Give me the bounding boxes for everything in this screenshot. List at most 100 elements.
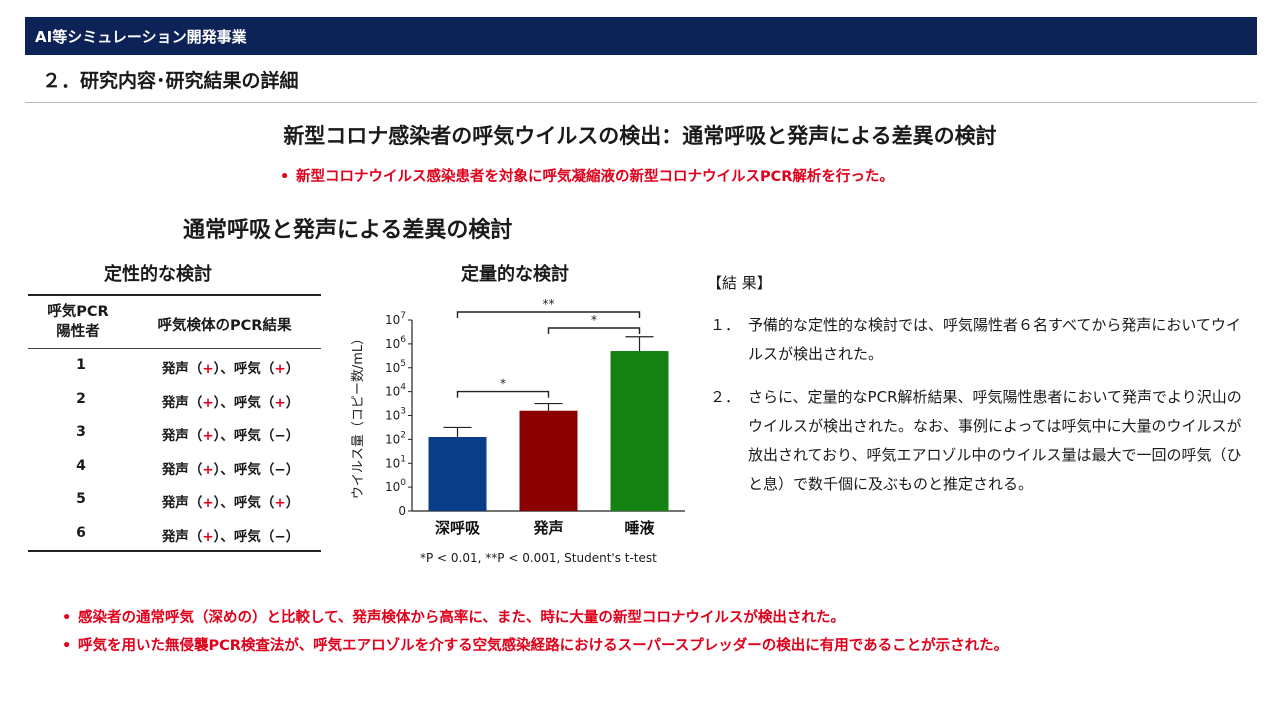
row-result: 発声（+）、呼気（−）	[134, 424, 327, 444]
y-axis-title: ウイルス量（コピー数/mL）	[351, 332, 366, 499]
paren: （	[260, 528, 275, 545]
y-tick-label: 105	[385, 359, 406, 375]
paren: ）、	[213, 461, 234, 478]
bar-2	[519, 410, 578, 511]
conclusion-bullet: • 呼気を用いた無侵襲PCR検査法が、呼気エアロゾルを介する空気感染経路におけるス…	[62, 634, 1008, 655]
bullet-dot: •	[62, 610, 72, 626]
paren: ）	[285, 528, 300, 545]
breath-sign: +	[274, 361, 286, 377]
paren: （	[188, 528, 203, 545]
y-tick-label: 103	[385, 407, 406, 423]
y-tick-label: 101	[385, 454, 406, 470]
paren: ）	[285, 495, 300, 511]
voice-sign: +	[202, 428, 214, 444]
paren: （	[260, 428, 275, 444]
voice-label: 発声	[161, 461, 189, 478]
paren: ）、	[213, 394, 234, 411]
paren: （	[188, 495, 203, 511]
main-title: 新型コロナ感染者の呼気ウイルスの検出：通常呼吸と発声による差異の検討	[283, 124, 997, 148]
voice-sign: +	[202, 461, 214, 478]
quantitative-title: 定量的な検討	[461, 264, 569, 285]
table-row: 2 発声（+）、呼気（+）	[28, 383, 321, 417]
paren: （	[188, 394, 203, 411]
table-header: 呼気PCR 陽性者 呼気検体のPCR結果	[28, 296, 321, 348]
paren: （	[260, 361, 275, 377]
bar-3	[610, 351, 669, 511]
significance-label: *	[500, 377, 506, 391]
breath-label: 呼気	[233, 495, 261, 511]
y-tick-label: 102	[385, 430, 406, 446]
breath-label: 呼気	[233, 461, 261, 478]
conclusion-bullet: • 感染者の通常呼気（深めの）と比較して、発声検体から高率に、また、時に大量の新型…	[62, 606, 845, 627]
y-tick-label: 107	[385, 311, 406, 327]
table-header-col2: 呼気検体のPCR結果	[157, 318, 292, 334]
divider	[25, 102, 1257, 103]
paren: ）	[285, 394, 300, 411]
table-row: 5 発声（+）、呼気（+）	[28, 483, 321, 517]
voice-label: 発声	[161, 394, 189, 411]
y-tick-label: 106	[385, 335, 406, 351]
breath-label: 呼気	[233, 528, 261, 545]
significance-bracket	[456, 390, 550, 398]
breath-sign: −	[274, 428, 286, 444]
paren: ）、	[213, 495, 234, 511]
conclusion-text: 呼気を用いた無侵襲PCR検査法が、呼気エアロゾルを介する空気感染経路におけるスー…	[78, 638, 1009, 654]
bullet-dot: •	[62, 638, 72, 654]
paren: ）	[285, 361, 300, 377]
breath-label: 呼気	[233, 428, 261, 444]
qualitative-title: 定性的な検討	[104, 264, 212, 285]
table-row: 1 発声（+）、呼気（+）	[28, 349, 321, 383]
result-number: ２．	[710, 388, 741, 406]
bar-chart: 0 100 101 102 103 104 105 106 107 ウイルス量（コピー数/mL） 深…	[351, 297, 685, 537]
paren: ）	[285, 428, 300, 444]
paren: （	[260, 495, 275, 511]
chart-footnote: *P < 0.01, **P < 0.001, Student's t-test	[420, 551, 657, 565]
paren: （	[188, 361, 203, 377]
row-result: 発声（+）、呼気（−）	[134, 525, 327, 545]
breath-label: 呼気	[233, 361, 261, 377]
voice-label: 発声	[161, 428, 189, 444]
header-title: AI等シミュレーション開発事業	[35, 28, 247, 46]
row-result: 発声（+）、呼気（+）	[134, 357, 327, 377]
y-tick-label: 100	[385, 478, 406, 494]
row-id: 5	[76, 491, 86, 507]
significance-label: *	[591, 313, 597, 327]
header-bar: AI等シミュレーション開発事業	[25, 17, 1257, 55]
row-id: 1	[76, 357, 86, 373]
conclusion-text: 感染者の通常呼気（深めの）と比較して、発声検体から高率に、また、時に大量の新型コ…	[78, 610, 845, 626]
voice-sign: +	[202, 528, 214, 545]
row-id: 4	[76, 457, 86, 474]
breath-label: 呼気	[233, 394, 261, 411]
paren: ）、	[213, 361, 234, 377]
table-row: 6 発声（+）、呼気（−）	[28, 517, 321, 551]
sub-bullet: • 新型コロナウイルス感染患者を対象に呼気凝縮液の新型コロナウイルスPCR解析を行…	[280, 165, 894, 186]
paren: （	[188, 461, 203, 478]
sub-bullet-text: 新型コロナウイルス感染患者を対象に呼気凝縮液の新型コロナウイルスPCR解析を行っ…	[296, 169, 894, 185]
table-header-col1: 呼気PCR 陽性者	[28, 302, 128, 342]
table-top-rule	[28, 294, 321, 296]
voice-sign: +	[202, 394, 214, 411]
voice-label: 発声	[161, 495, 189, 511]
paren: ）	[285, 461, 300, 478]
paren: （	[260, 461, 275, 478]
qualitative-table: 呼気PCR 陽性者 呼気検体のPCR結果 1 発声（+）、呼気（+） 2 発声（+）、…	[28, 294, 321, 552]
row-id: 2	[76, 390, 86, 407]
table-bottom-rule	[28, 550, 321, 552]
voice-label: 発声	[161, 361, 189, 377]
table-body: 1 発声（+）、呼気（+） 2 発声（+）、呼気（+） 3 発声（+）、呼気（−） 4 発声（…	[28, 349, 321, 550]
voice-label: 発声	[161, 528, 189, 545]
result-text: 予備的な定性的な検討では、呼気陽性者６名すべてから発声においてウイルスが検出され…	[748, 316, 1241, 363]
significance-bracket	[547, 327, 641, 334]
breath-sign: −	[274, 528, 286, 545]
result-number: １．	[710, 316, 741, 334]
table-header-rule	[28, 348, 321, 349]
row-id: 6	[76, 524, 86, 541]
paren: （	[260, 394, 275, 411]
subsection-title: 通常呼吸と発声による差異の検討	[183, 218, 513, 243]
voice-sign: +	[202, 361, 214, 377]
breath-sign: −	[274, 461, 286, 478]
significance-bracket	[456, 311, 641, 318]
section-title: ２．研究内容･研究結果の詳細	[42, 70, 299, 92]
x-tick-label: 唾液	[624, 519, 655, 537]
voice-sign: +	[202, 495, 214, 511]
